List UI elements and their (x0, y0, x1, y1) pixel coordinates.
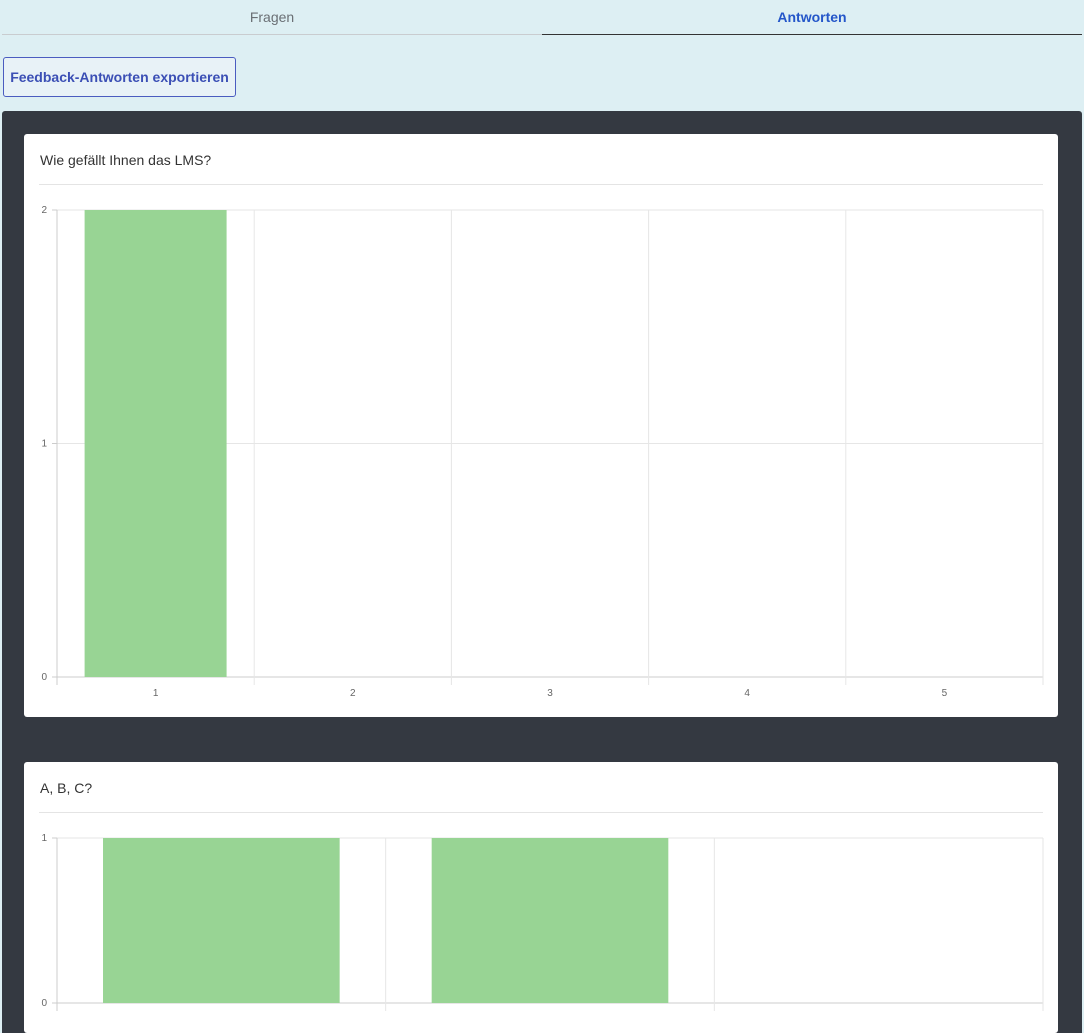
question-title: A, B, C? (40, 780, 93, 796)
question-title: Wie gefällt Ihnen das LMS? (40, 152, 212, 168)
tab-antworten[interactable]: Antworten (542, 0, 1082, 35)
x-tick-label: 2 (350, 688, 356, 699)
bar-chart: 01 (41, 833, 1044, 1011)
y-tick-label: 1 (41, 833, 47, 844)
y-tick-label: 0 (41, 672, 47, 683)
bar (103, 838, 340, 1003)
y-tick-label: 0 (41, 998, 47, 1009)
bar (84, 210, 227, 677)
x-tick-label: 1 (153, 688, 159, 699)
tab-bar: Fragen Antworten (2, 0, 1082, 35)
x-tick-label: 3 (547, 688, 553, 699)
y-tick-label: 1 (41, 439, 47, 450)
question-card: Wie gefällt Ihnen das LMS? 0 1 2 1 2 3 4 5 (24, 134, 1058, 717)
divider (39, 184, 1043, 185)
y-tick-label: 2 (41, 205, 47, 216)
tab-fragen[interactable]: Fragen (2, 0, 542, 35)
export-feedback-button[interactable]: Feedback-Antworten exportieren (3, 57, 236, 97)
bar (431, 838, 669, 1003)
x-tick-label: 5 (942, 688, 948, 699)
x-tick-label: 4 (744, 688, 750, 699)
divider (39, 812, 1043, 813)
bar-chart: 0 1 2 1 2 3 4 5 (41, 205, 1044, 699)
